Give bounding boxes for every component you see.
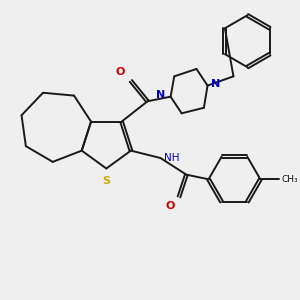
Text: O: O bbox=[166, 200, 175, 211]
Text: N: N bbox=[211, 79, 220, 89]
Text: NH: NH bbox=[164, 153, 180, 163]
Text: CH₃: CH₃ bbox=[282, 175, 298, 184]
Text: O: O bbox=[116, 67, 125, 77]
Text: N: N bbox=[156, 90, 165, 100]
Text: S: S bbox=[102, 176, 110, 186]
